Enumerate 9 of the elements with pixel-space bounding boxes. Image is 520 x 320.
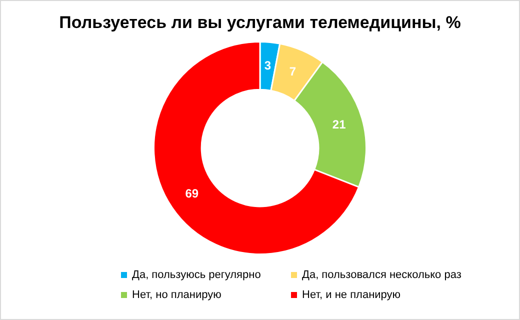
data-label: 7 — [289, 64, 296, 79]
data-label: 3 — [264, 58, 272, 72]
data-label: 21 — [332, 117, 346, 132]
data-label: 69 — [185, 186, 199, 201]
legend-label: Нет, но планирую — [131, 289, 222, 301]
legend-label: Да, пользуюсь регулярно — [131, 269, 262, 281]
chart-title: Пользуетесь ли вы услугами телемедицины, % — [58, 12, 462, 34]
legend-label: Да, пользовался несколько раз — [301, 269, 462, 281]
legend-label: Нет, и не планирую — [301, 289, 402, 301]
